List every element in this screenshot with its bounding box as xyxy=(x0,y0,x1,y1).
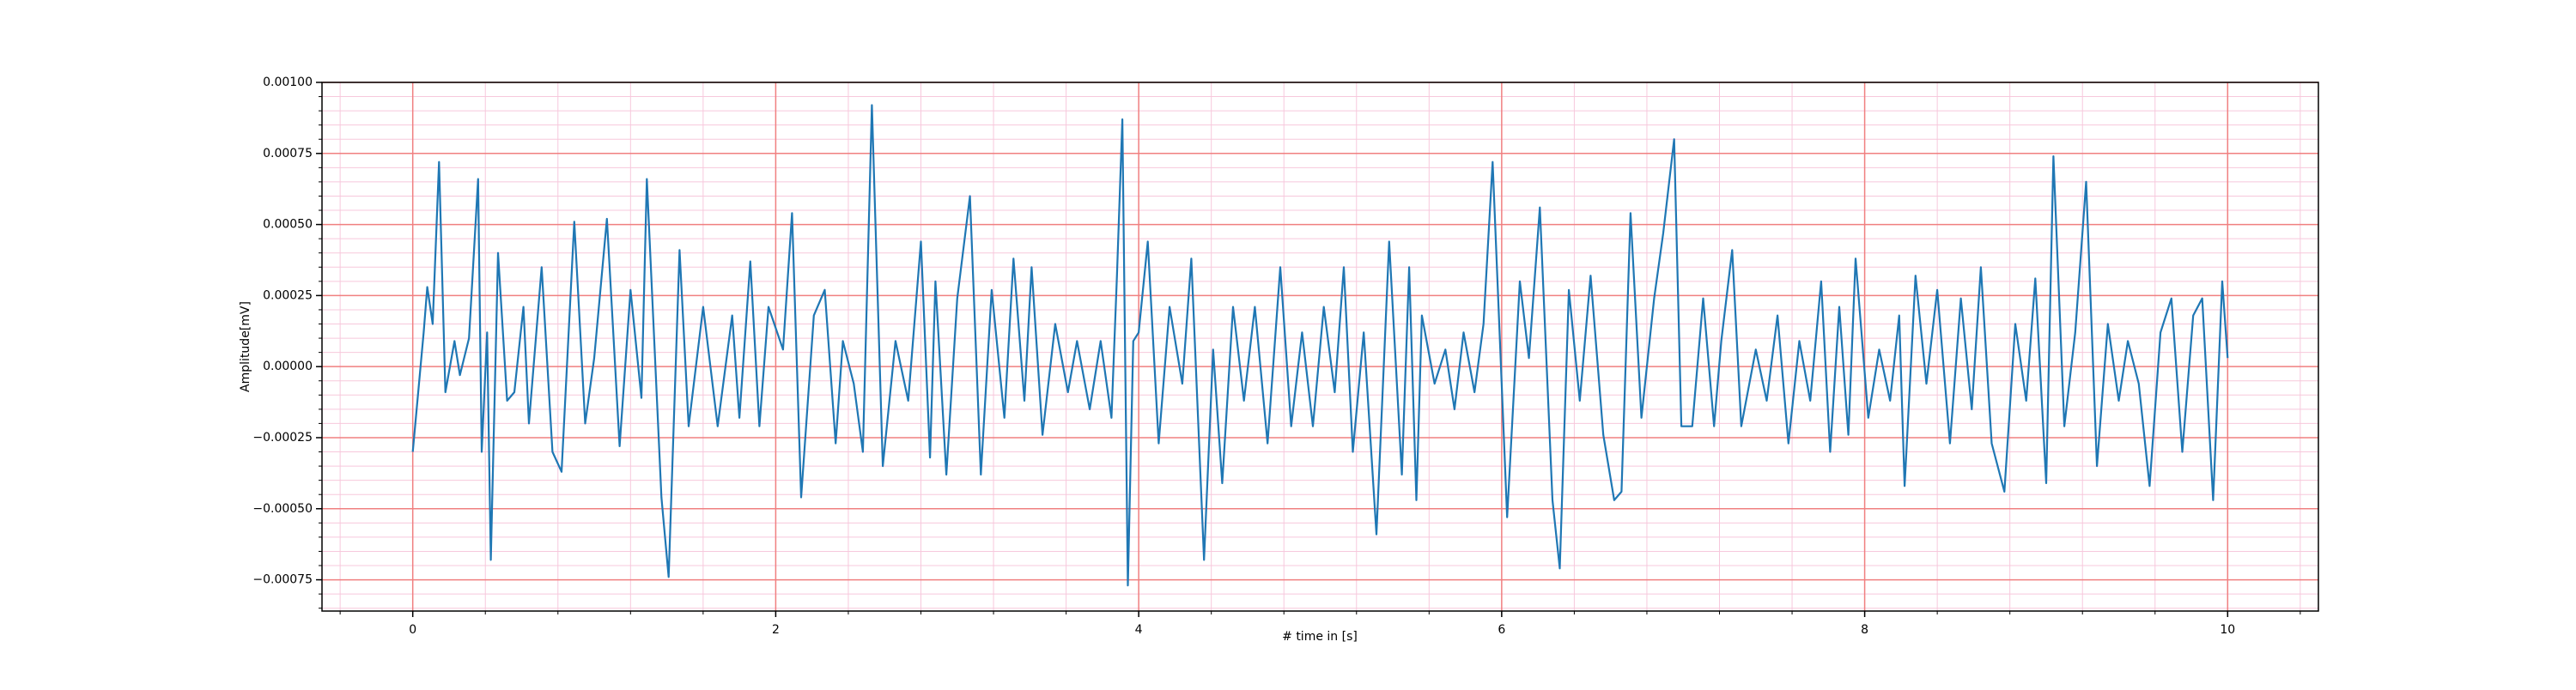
x-tick-label: 4 xyxy=(1135,623,1143,637)
x-tick-label: 2 xyxy=(772,623,780,637)
x-tick-label: 0 xyxy=(409,623,416,637)
axes-frame xyxy=(321,82,2319,612)
y-tick-label: 0.00050 xyxy=(263,218,313,232)
y-tick-label: 0.00075 xyxy=(263,147,313,160)
y-tick-label: 0.00000 xyxy=(263,360,313,373)
x-tick-label: 8 xyxy=(1861,623,1868,637)
y-axis-label: Amplitude[mV] xyxy=(239,301,252,392)
y-tick-label: −0.00050 xyxy=(252,502,313,516)
x-tick-label: 6 xyxy=(1498,623,1505,637)
signal-line xyxy=(411,104,2229,587)
y-tick-label: 0.00025 xyxy=(263,288,313,302)
y-tick-label: −0.00075 xyxy=(252,573,313,587)
x-axis-label: # time in [s] xyxy=(1282,630,1358,644)
x-tick-label: 10 xyxy=(2220,623,2235,637)
y-tick-label: −0.00025 xyxy=(252,431,313,445)
y-tick-label: 0.00100 xyxy=(263,76,313,89)
